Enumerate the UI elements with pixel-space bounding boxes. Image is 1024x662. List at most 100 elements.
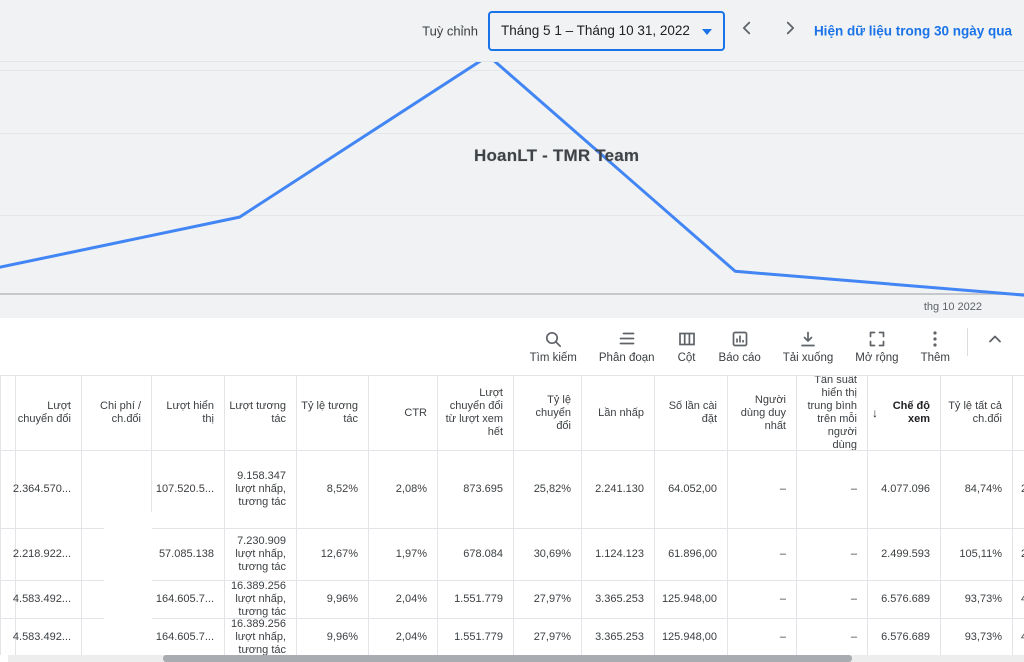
column-header-interaction-rate[interactable]: Tỷ lệ tương tác	[297, 376, 369, 451]
column-header-conv-rate[interactable]: Tỷ lệ chuyển đổi	[514, 376, 582, 451]
table-cell-clipped-col: 4.4	[1013, 581, 1024, 619]
table-cell-avg-impr-freq: –	[797, 581, 868, 619]
tool-label: Mở rộng	[855, 352, 899, 364]
next-period-button[interactable]	[779, 20, 801, 42]
metrics-table: Lượt chuyển đổi Chi phí / ch.đổi Lượt hiển…	[0, 375, 1024, 655]
table-cell-ctr: 1,97%	[369, 529, 438, 581]
tool-download-button[interactable]: Tải xuống	[772, 325, 845, 368]
tool-columns-button[interactable]: Cột	[666, 325, 708, 368]
table-cell-conv-rate: 25,82%	[514, 451, 582, 529]
table-cell-clipped-col: 2.1	[1013, 529, 1024, 581]
collapse-table-button[interactable]	[980, 327, 1010, 357]
tool-expand-button[interactable]: Mở rộng	[844, 325, 909, 368]
chevron-up-icon	[985, 329, 1005, 354]
table-cell-ctr: 2,04%	[369, 581, 438, 619]
table-cell-impressions: 57.085.138	[152, 529, 225, 581]
redacted-area	[104, 512, 152, 655]
table-cell-clicks: 3.365.253	[582, 619, 655, 655]
table-cell-view-through-conv: 873.695	[438, 451, 514, 529]
columns-icon	[677, 329, 697, 349]
expand-icon	[867, 329, 887, 349]
table-cell-avg-impr-freq: –	[797, 451, 868, 529]
table-cell-impressions: 164.605.7...	[152, 619, 225, 655]
more-icon	[925, 329, 945, 349]
tool-label: Cột	[677, 352, 696, 364]
table-cell-conv-rate: 30,69%	[514, 529, 582, 581]
table-cell-interactions: 16.389.256 lượt nhấp, tương tác	[225, 581, 297, 619]
column-header-avg-impr-freq[interactable]: Tần suất hiển thị trung bình trên mỗi ng…	[797, 376, 868, 451]
table-cell-conversions: 2.218.922...	[12, 529, 82, 581]
table-cell-avg-impr-freq: –	[797, 619, 868, 655]
column-header-installs[interactable]: Số lần cài đặt	[655, 376, 728, 451]
tool-reports-button[interactable]: Báo cáo	[708, 325, 772, 368]
column-header-impressions[interactable]: Lượt hiển thị	[152, 376, 225, 451]
segment-icon	[617, 329, 637, 349]
chart-canvas	[0, 62, 1024, 297]
column-header-views[interactable]: ↓ Chế độ xem	[868, 376, 941, 451]
column-header-interactions[interactable]: Lượt tương tác	[225, 376, 297, 451]
tool-search-button[interactable]: Tìm kiếm	[519, 325, 588, 368]
column-header-all-conv-rate[interactable]: Tỷ lệ tất cả ch.đổi	[941, 376, 1013, 451]
x-axis-tick-label: thg 10 2022	[923, 301, 982, 313]
table-cell-clipped-col: 2.3	[1013, 451, 1024, 529]
table-cell-ctr: 2,04%	[369, 619, 438, 655]
column-header-clicks[interactable]: Lần nhấp	[582, 376, 655, 451]
column-header-rowhead[interactable]	[0, 376, 16, 451]
table-cell-ctr: 2,08%	[369, 451, 438, 529]
table-cell-all-conv-rate: 84,74%	[941, 451, 1013, 529]
table-cell-installs: 64.052,00	[655, 451, 728, 529]
table-cell-rowhead	[0, 529, 16, 581]
watermark-text: HoanLT - TMR Team	[474, 146, 640, 165]
table-cell-interaction-rate: 9,96%	[297, 619, 369, 655]
table-cell-rowhead	[0, 619, 16, 655]
table-cell-views: 4.077.096	[868, 451, 941, 529]
table-cell-interactions: 16.389.256 lượt nhấp, tương tác	[225, 619, 297, 655]
tool-segment-button[interactable]: Phân đoạn	[588, 325, 666, 368]
table-cell-view-through-conv: 1.551.779	[438, 581, 514, 619]
column-header-cost-per-conv[interactable]: Chi phí / ch.đổi	[82, 376, 152, 451]
table-cell-unique-users: –	[728, 451, 797, 529]
reports-icon	[730, 329, 750, 349]
show-last-30-days-link[interactable]: Hiện dữ liệu trong 30 ngày qua	[813, 23, 1012, 38]
column-header-clipped-col[interactable]	[1013, 376, 1024, 451]
sort-desc-icon: ↓	[872, 405, 878, 420]
table-cell-rowhead	[0, 451, 16, 529]
date-range-toolbar: Tuỳ chỉnh Tháng 5 1 – Tháng 10 31, 2022 …	[0, 0, 1024, 62]
table-toolbar: Tìm kiếm Phân đoạn Cột Báo cáo Tải xuống Mở r…	[0, 318, 1024, 375]
time-series-chart: HoanLT - TMR Team thg 10 2022	[0, 62, 1024, 318]
table-cell-interactions: 9.158.347 lượt nhấp, tương tác	[225, 451, 297, 529]
search-icon	[543, 329, 563, 349]
scrollbar-thumb[interactable]	[163, 655, 852, 662]
date-mode-label: Tuỳ chỉnh	[422, 23, 478, 38]
horizontal-scrollbar	[0, 655, 1024, 662]
column-header-conversions[interactable]: Lượt chuyển đổi	[12, 376, 82, 451]
table-cell-all-conv-rate: 93,73%	[941, 581, 1013, 619]
table-cell-installs: 61.896,00	[655, 529, 728, 581]
table-cell-view-through-conv: 1.551.779	[438, 619, 514, 655]
caret-down-icon	[701, 22, 712, 40]
tool-label: Tìm kiếm	[529, 352, 577, 364]
column-header-ctr[interactable]: CTR	[369, 376, 438, 451]
table-cell-views: 6.576.689	[868, 619, 941, 655]
table-cell-conversions: 4.583.492...	[12, 619, 82, 655]
table-cell-installs: 125.948,00	[655, 581, 728, 619]
table-cell-unique-users: –	[728, 529, 797, 581]
previous-period-button[interactable]	[736, 20, 758, 42]
chart-line-series	[0, 62, 1024, 297]
toolbar-divider	[967, 327, 968, 356]
tool-more-button[interactable]: Thêm	[910, 325, 961, 368]
tool-label: Tải xuống	[782, 352, 834, 364]
table-cell-clicks: 1.124.123	[582, 529, 655, 581]
column-header-unique-users[interactable]: Người dùng duy nhất	[728, 376, 797, 451]
table-cell-impressions: 107.520.5...	[152, 451, 225, 529]
table-cell-interaction-rate: 12,67%	[297, 529, 369, 581]
table-cell-conv-rate: 27,97%	[514, 581, 582, 619]
date-range-picker-button[interactable]: Tháng 5 1 – Tháng 10 31, 2022	[488, 10, 725, 51]
table-cell-impressions: 164.605.7...	[152, 581, 225, 619]
table-cell-clipped-col: 4.4	[1013, 619, 1024, 655]
table-cell-conversions: 2.364.570...	[12, 451, 82, 529]
column-header-view-through-conv[interactable]: Lượt chuyển đổi từ lượt xem hết	[438, 376, 514, 451]
table-cell-views: 6.576.689	[868, 581, 941, 619]
table-cell-conversions: 4.583.492...	[12, 581, 82, 619]
chevron-left-icon	[738, 19, 756, 42]
